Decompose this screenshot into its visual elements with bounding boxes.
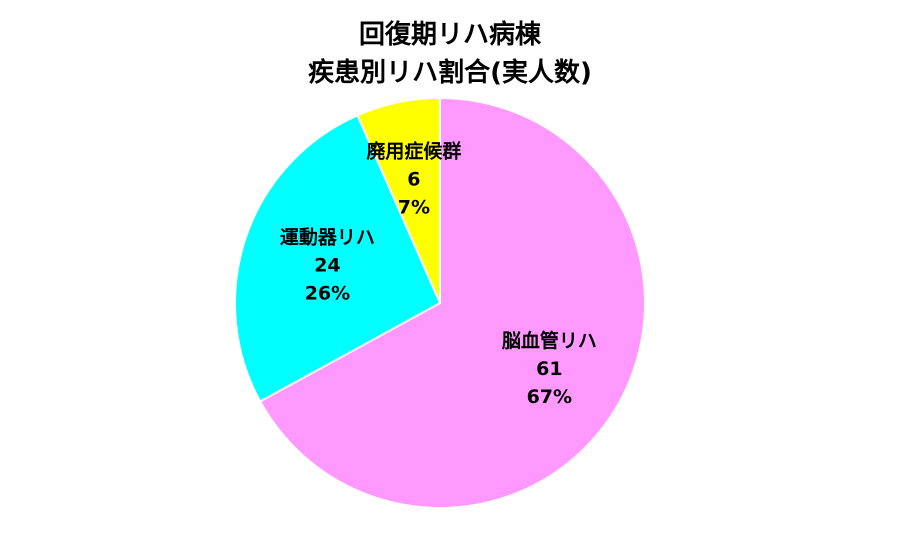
chart-title-line-1: 回復期リハ病棟 xyxy=(358,20,541,50)
slice-label-percent-2: 26% xyxy=(305,283,350,305)
slice-label-percent-3: 7% xyxy=(398,197,430,219)
chart-title-line-2: 疾患別リハ割合(実人数) xyxy=(308,58,592,88)
slice-label-percent-1: 67% xyxy=(527,386,572,408)
slice-label-name-1: 脳血管リハ xyxy=(501,329,597,352)
slice-label-name-3: 廃用症候群 xyxy=(366,140,461,163)
slice-label-name-2: 運動器リハ xyxy=(280,227,375,249)
pie-slice-1 xyxy=(258,96,646,509)
slice-label-value-1: 61 xyxy=(536,358,562,380)
pie-slices xyxy=(234,96,646,509)
pie-slice-3 xyxy=(356,96,441,304)
slice-label-value-2: 24 xyxy=(314,255,340,277)
slice-label-value-3: 6 xyxy=(407,169,420,191)
